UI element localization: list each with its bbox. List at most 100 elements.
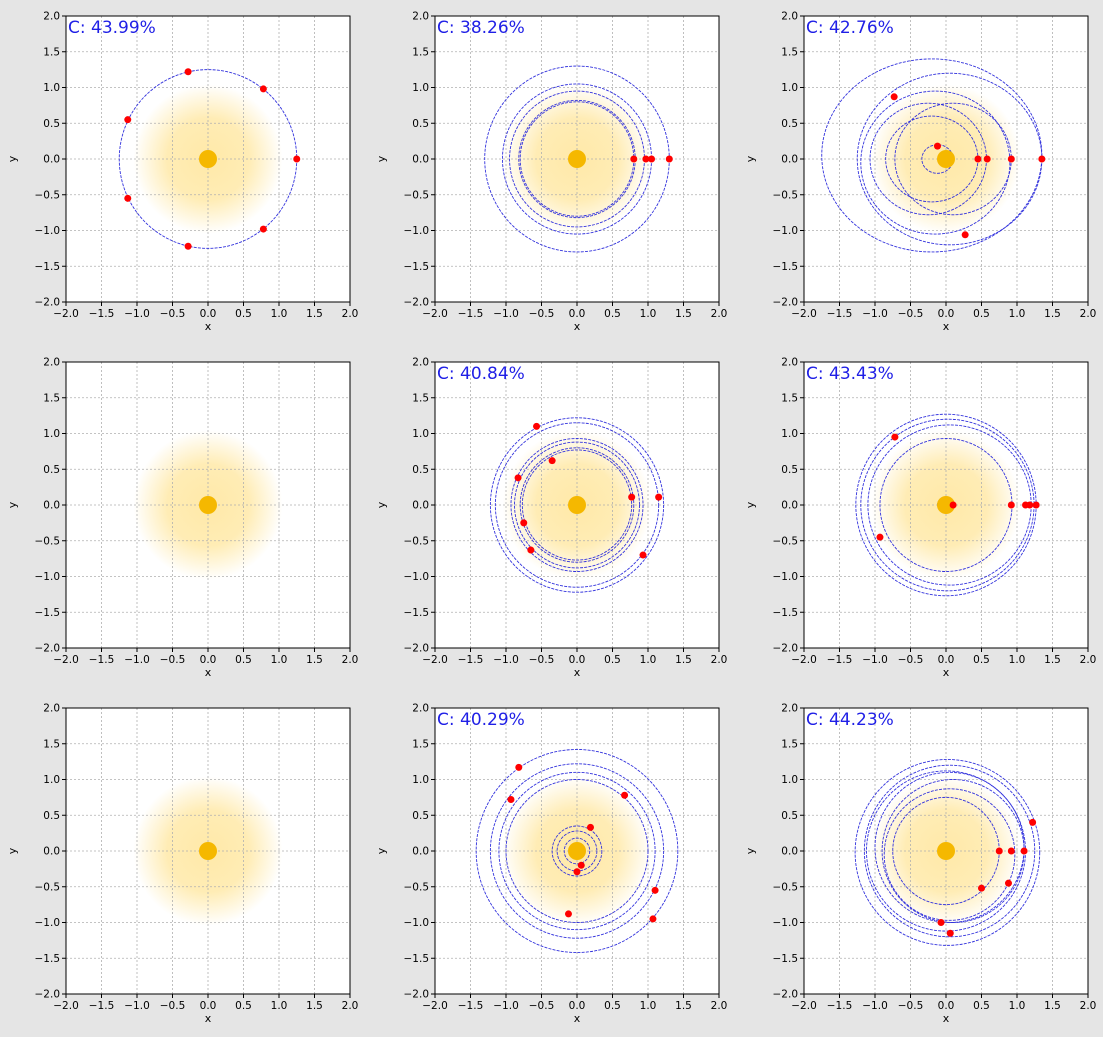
x-tick-label: −1.5 [458,308,484,320]
x-tick-label: 1.5 [1044,308,1061,320]
y-tick-label: 0.5 [412,118,429,130]
x-tick-label: 2.0 [1080,308,1097,320]
y-tick-label: −0.5 [773,189,799,201]
planet-point [642,155,650,163]
y-tick-label: −1.0 [35,571,61,583]
y-tick-label: 1.0 [781,774,798,786]
sun-marker [568,150,586,168]
x-tick-label: 0.5 [604,1000,621,1012]
x-tick-label: −2.0 [422,654,448,666]
x-tick-label: −1.0 [862,1000,888,1012]
x-tick-label: 2.0 [342,654,359,666]
y-tick-label: −1.5 [404,953,430,965]
y-tick-label: 0.0 [412,154,429,166]
planet-point [259,225,267,233]
planet-point [293,155,301,163]
y-axis-label: y [375,847,388,854]
planet-point [946,929,954,937]
plot-area [435,16,719,302]
x-tick-label: 2.0 [1080,1000,1097,1012]
y-tick-label: 1.5 [412,738,429,750]
planet-point [665,155,673,163]
planet-point [577,861,585,869]
coverage-annotation: C: 44.23% [806,710,894,730]
y-tick-label: 1.0 [412,82,429,94]
y-tick-label: 1.5 [43,738,60,750]
y-tick-label: −0.5 [404,189,430,201]
planet-point [630,155,638,163]
subplot-8: −2.0−2.0 −1.5 −1.5 −1.0 −1.0 −0.5 −0.5 0.0 0.0 0.… [375,703,727,1026]
x-tick-label: −0.5 [529,654,555,666]
subplot-3: −2.0−2.0 −1.5 −1.5 −1.0 −1.0 −0.5 −0.5 0.0 0.0 0.… [744,11,1096,334]
y-tick-label: 2.0 [412,357,429,369]
x-tick-label: −1.5 [827,654,853,666]
planet-point [621,791,629,799]
orbit-path [514,441,640,569]
x-tick-label: −1.5 [458,654,484,666]
y-tick-label: 2.0 [412,11,429,23]
subplot-7: −2.0−2.0 −1.5 −1.5 −1.0 −1.0 −0.5 −0.5 0.0 0.0 0.… [6,703,358,1026]
x-tick-label: 0.5 [235,654,252,666]
x-tick-label: 0.0 [569,308,586,320]
x-tick-label: 0.5 [235,1000,252,1012]
planet-point [639,551,647,559]
y-tick-label: 1.5 [781,46,798,58]
x-tick-label: 2.0 [342,1000,359,1012]
x-tick-label: −0.5 [898,1000,924,1012]
x-tick-label: −1.5 [458,1000,484,1012]
x-tick-label: −1.5 [89,1000,115,1012]
y-tick-label: −2.0 [404,297,430,309]
sun-marker [568,496,586,514]
y-tick-label: −2.0 [35,643,61,655]
planet-point [655,493,663,501]
y-axis-label: y [744,501,757,508]
x-tick-label: 1.5 [306,654,323,666]
y-tick-label: 0.5 [43,810,60,822]
orbit-path [489,763,665,939]
x-tick-label: −2.0 [422,308,448,320]
y-tick-label: 2.0 [412,703,429,715]
y-axis-label: y [375,155,388,162]
x-tick-label: −1.0 [862,308,888,320]
orbit-path [510,438,644,572]
y-tick-label: 1.5 [43,392,60,404]
x-tick-label: 1.5 [1044,1000,1061,1012]
x-tick-label: 0.5 [604,654,621,666]
planet-point [651,886,659,894]
y-tick-label: −2.0 [404,643,430,655]
sun-marker [199,842,217,860]
planet-point [1038,155,1046,163]
y-tick-label: 2.0 [43,703,60,715]
planet-point [1007,155,1015,163]
sun-marker [937,496,955,514]
y-tick-label: −2.0 [773,989,799,1001]
coverage-annotation: C: 43.99% [68,18,156,38]
plot-area [66,362,350,648]
y-tick-label: −2.0 [35,297,61,309]
x-tick-label: 2.0 [1080,654,1097,666]
y-tick-label: 2.0 [781,357,798,369]
x-tick-label: 1.0 [640,654,657,666]
y-axis-label: y [6,847,19,854]
x-tick-label: 0.5 [604,308,621,320]
coverage-annotation: C: 40.29% [437,710,525,730]
orbit-path [883,788,1016,921]
subplot-6: −2.0−2.0 −1.5 −1.5 −1.0 −1.0 −0.5 −0.5 0.0 0.0 0.… [744,357,1096,680]
x-tick-label: −0.5 [529,1000,555,1012]
y-tick-label: −0.5 [35,189,61,201]
x-tick-label: −2.0 [791,308,817,320]
y-tick-label: −1.0 [773,225,799,237]
y-tick-label: 0.0 [781,500,798,512]
x-axis-label: x [943,1012,950,1025]
y-tick-label: 0.0 [43,154,60,166]
subplot-4: −2.0−2.0 −1.5 −1.5 −1.0 −1.0 −0.5 −0.5 0.0 0.0 0.… [6,357,358,680]
plot-area [435,362,719,648]
y-axis-label: y [6,501,19,508]
y-tick-label: −0.5 [404,881,430,893]
plot-area [804,16,1088,302]
planet-point [1029,818,1037,826]
coverage-annotation: C: 43.43% [806,364,894,384]
orbit-path [498,771,656,931]
x-tick-label: 1.5 [306,308,323,320]
